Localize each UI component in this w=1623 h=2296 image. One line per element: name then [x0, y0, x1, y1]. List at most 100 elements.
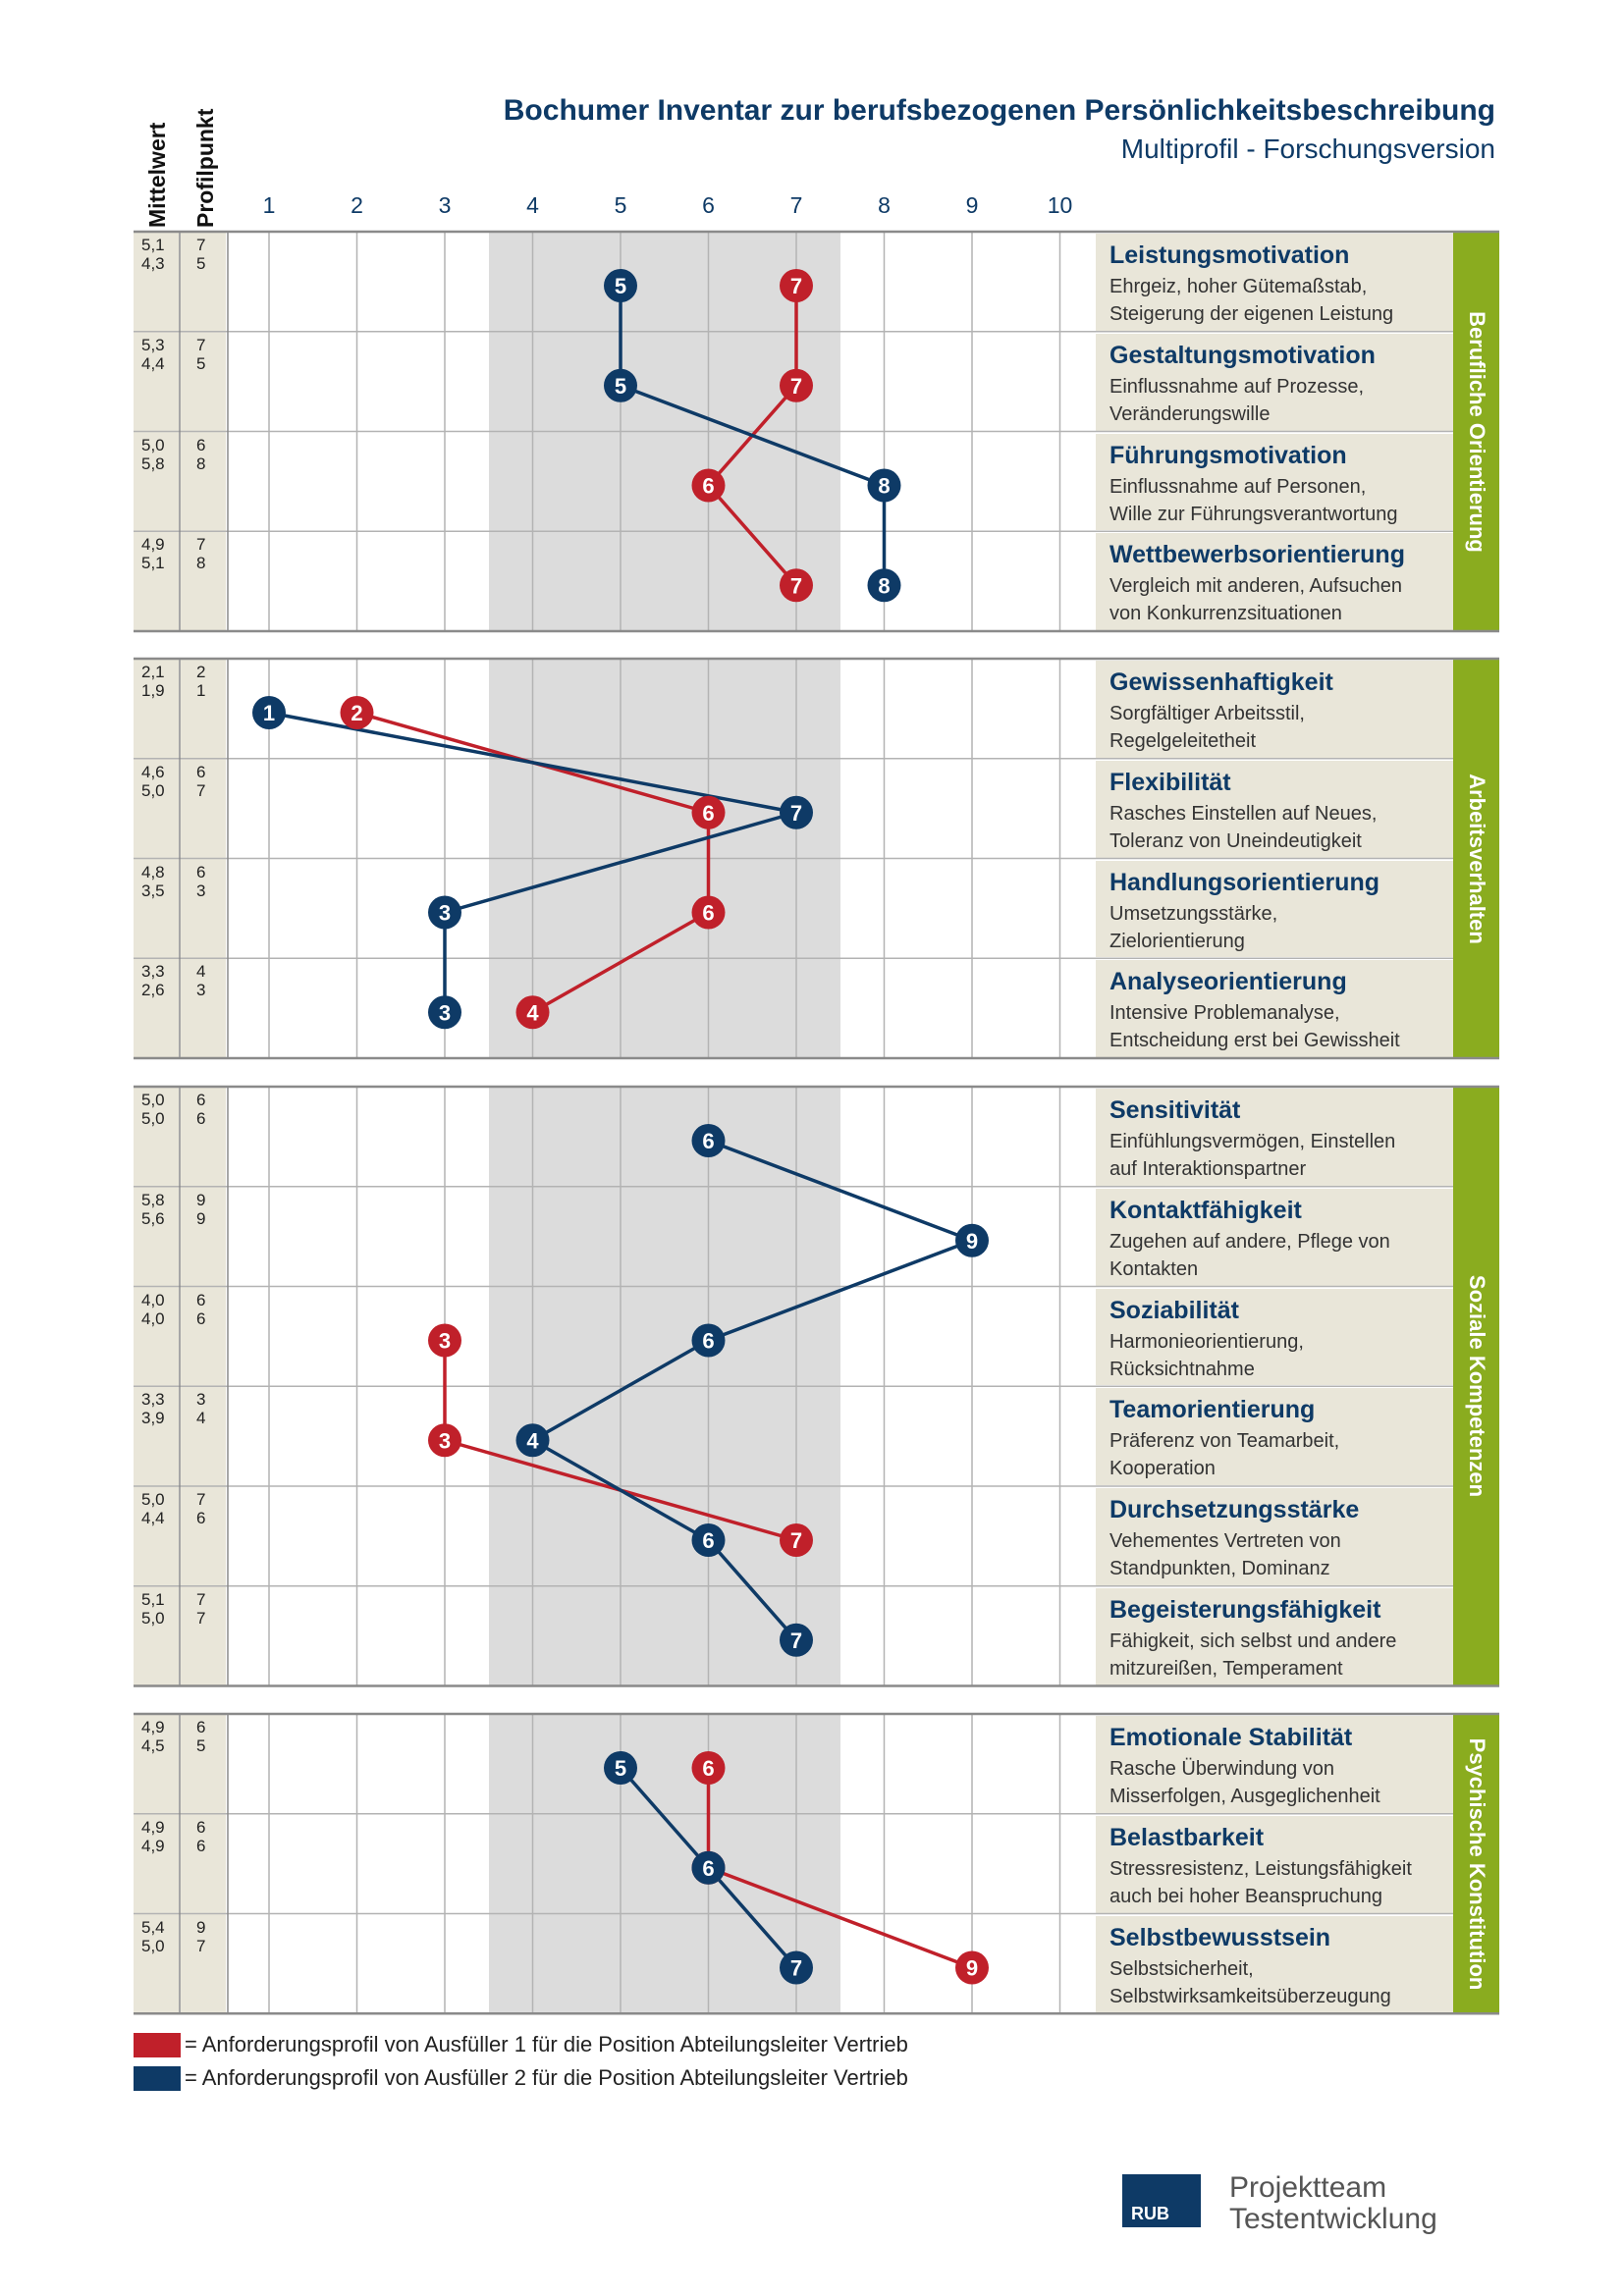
series-1-point: 7	[780, 269, 813, 302]
profilpunkt-value-2: 3	[196, 881, 206, 900]
mittelwert-value-2: 4,0	[141, 1308, 165, 1328]
dimension-name: Führungsmotivation	[1109, 441, 1347, 469]
dimension-description-line-1: Präferenz von Teamarbeit,	[1109, 1430, 1340, 1453]
dimension-description-line-1: Einflussnahme auf Personen,	[1109, 475, 1367, 498]
chart-subtitle: Multiprofil - Forschungsversion	[1120, 133, 1495, 164]
point-label: 5	[615, 274, 626, 298]
point-label: 7	[790, 274, 802, 298]
profilpunkt-value-2: 8	[196, 454, 206, 473]
point-marker	[428, 895, 461, 930]
point-label: 6	[702, 474, 714, 499]
dimension-box: Gestaltungsmotivation Einflussnahme auf P…	[1096, 333, 1453, 431]
point-label: 3	[439, 901, 451, 926]
series-2-point: 3	[428, 995, 461, 1030]
dimension-description: Einfühlungsvermögen, Einstellen auf Inter…	[1109, 1128, 1395, 1183]
series-1-point: 7	[780, 368, 813, 402]
dimension-box: Durchsetzungsstärke Vehementes Vertreten …	[1096, 1488, 1453, 1585]
point-label: 6	[702, 1329, 714, 1354]
mittelwert-value: 5,0 4,4	[141, 1490, 165, 1527]
dimension-description-line-2: Kontakten	[1109, 1257, 1199, 1280]
mittelwert-value-2: 4,4	[141, 353, 165, 373]
x-tick-label: 8	[878, 192, 891, 218]
mittelwert-value: 2,1 1,9	[141, 663, 165, 700]
series-1-point: 7	[780, 1523, 813, 1557]
dimension-description-line-2: Entscheidung erst bei Gewissheit	[1109, 1030, 1400, 1052]
profilpunkt-value-2: 6	[196, 1509, 206, 1527]
dimension-description: Harmonieorientierung, Rücksichtnahme	[1109, 1328, 1304, 1383]
profilpunkt-value-1: 6	[196, 1290, 206, 1309]
mittelwert-value-1: 5,1	[141, 1589, 165, 1609]
point-marker	[604, 269, 637, 302]
x-tick-label: 1	[262, 192, 276, 218]
dimension-description: Fähigkeit, sich selbst und andere mitzure…	[1109, 1628, 1396, 1682]
dimension-name: Kontaktfähigkeit	[1109, 1196, 1302, 1224]
mittelwert-value-2: 3,5	[141, 881, 165, 900]
dimension-description-line-1: Rasche Überwindung von	[1109, 1758, 1335, 1780]
series-1-point: 3	[428, 1423, 461, 1458]
dimension-box: Kontaktfähigkeit Zugehen auf andere, Pfle…	[1096, 1188, 1453, 1286]
logo-rub: RUB	[1131, 2204, 1169, 2223]
series-2-point: 6	[691, 1124, 726, 1157]
mittelwert-value: 4,6 5,0	[141, 763, 165, 800]
x-tick-label: 3	[438, 192, 452, 218]
profilpunkt-value-2: 1	[196, 681, 206, 700]
dimension-description: Präferenz von Teamarbeit, Kooperation	[1109, 1427, 1339, 1482]
series-2-point: 4	[515, 1423, 550, 1458]
dimension-description-line-1: Harmonieorientierung,	[1109, 1330, 1304, 1353]
profilpunkt-value-2: 7	[196, 1936, 206, 1955]
point-label: 3	[439, 1000, 451, 1025]
mittelwert-value-2: 5,6	[141, 1208, 165, 1228]
mittelwert-value: 4,9 4,9	[141, 1818, 165, 1855]
mittelwert-value-1: 5,0	[141, 1490, 165, 1509]
dimension-box: Sensitivität Einfühlungsvermögen, Einstel…	[1096, 1089, 1453, 1186]
point-label: 7	[790, 1956, 802, 1981]
dimension-name: Belastbarkeit	[1109, 1823, 1265, 1851]
dimension-description-line-1: Fähigkeit, sich selbst und andere	[1109, 1629, 1397, 1652]
dimension-box: Gewissenhaftigkeit Sorgfältiger Arbeitsst…	[1096, 661, 1453, 758]
series-1-point: 6	[691, 895, 726, 930]
dimension-description-line-2: Steigerung der eigenen Leistung	[1109, 303, 1394, 325]
category-bar: Psychische Konstitution	[1453, 1714, 1499, 2014]
point-marker	[780, 795, 813, 829]
point-label: 6	[702, 1129, 714, 1153]
dimension-name: Emotionale Stabilität	[1109, 1724, 1353, 1751]
category-bar: Arbeitsverhalten	[1453, 659, 1499, 1058]
profilpunkt-value-2: 6	[196, 1109, 206, 1128]
point-label: 6	[702, 1856, 714, 1881]
point-label: 7	[790, 1528, 802, 1553]
point-label: 4	[526, 1428, 539, 1453]
series-2-point: 1	[252, 696, 286, 729]
series-2-point: 7	[780, 795, 813, 829]
mittelwert-value-2: 4,9	[141, 1836, 165, 1855]
dimension-description-line-2: mitzureißen, Temperament	[1109, 1657, 1343, 1680]
point-label: 5	[615, 374, 626, 399]
mittelwert-value: 5,0 5,8	[141, 436, 165, 473]
point-label: 1	[263, 701, 275, 725]
dimension-description-line-1: Intensive Problemanalyse,	[1109, 1002, 1340, 1025]
mittelwert-value: 3,3 2,6	[141, 962, 165, 999]
profilpunkt-value-1: 6	[196, 1817, 206, 1837]
dimension-description-line-2: Zielorientierung	[1109, 930, 1245, 952]
dimension-description-line-2: Toleranz von Uneindeutigkeit	[1109, 829, 1362, 852]
x-tick-label: 4	[526, 192, 539, 218]
series-2-point: 7	[780, 1623, 813, 1657]
point-label: 7	[790, 573, 802, 598]
mittelwert-value-2: 5,1	[141, 554, 165, 573]
point-label: 6	[702, 1528, 714, 1553]
category-bar: Berufliche Orientierung	[1453, 232, 1499, 631]
dimension-description: Ehrgeiz, hoher Gütemaßstab, Steigerung de…	[1109, 273, 1393, 328]
dimension-description-line-2: Kooperation	[1109, 1458, 1216, 1480]
dimension-description-line-2: Regelgeleitetheit	[1109, 730, 1256, 752]
profilpunkt-value-1: 3	[196, 1390, 206, 1410]
point-marker	[691, 1523, 726, 1557]
profilpunkt-value-2: 3	[196, 981, 206, 1000]
dimension-description: Rasches Einstellen auf Neues, Toleranz vo…	[1109, 800, 1377, 855]
mittelwert-value-1: 4,9	[141, 535, 165, 555]
profilpunkt-value-2: 8	[196, 554, 206, 573]
